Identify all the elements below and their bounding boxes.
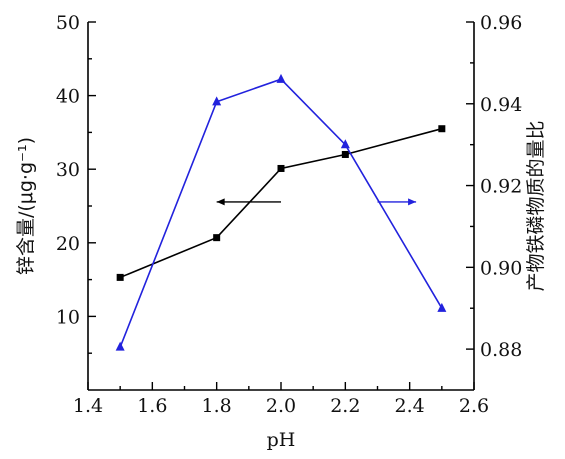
x-axis-label: pH (267, 429, 296, 451)
data-point-triangle (437, 302, 447, 312)
data-point-square (277, 164, 285, 172)
axes: 1.4 1.6 1.8 2.0 2.2 2.4 2.6 10 20 30 40 50 0.88 0.90 0… (56, 12, 523, 417)
arrow-head (408, 198, 417, 206)
y-left-tick-label: 10 (56, 306, 80, 328)
series-line-zinc (119, 127, 443, 279)
chart-marks (115, 73, 447, 351)
data-point-square (116, 273, 124, 281)
y-right-tick-label: 0.90 (480, 257, 522, 279)
y-right-tick-label: 0.94 (480, 94, 522, 116)
data-point-square (341, 150, 349, 158)
x-tick-label: 1.4 (73, 395, 103, 417)
x-tick-label: 2.6 (459, 395, 489, 417)
data-point-triangle (212, 96, 222, 106)
data-point-square (213, 234, 221, 242)
x-tick-label: 2.2 (330, 395, 360, 417)
data-point-triangle (340, 139, 350, 149)
arrow-head (216, 198, 225, 206)
series-line-fe-p-ratio (119, 78, 443, 348)
y-left-tick-label: 40 (56, 86, 80, 108)
y-left-tick-label: 30 (56, 159, 80, 181)
y-left-tick-label: 50 (56, 12, 80, 34)
x-tick-label: 2.4 (395, 395, 425, 417)
y-axis-left-label: 锌含量/(μg·g⁻¹) (15, 137, 37, 275)
y-left-tick-label: 20 (56, 233, 80, 255)
y-right-tick-label: 0.88 (480, 339, 522, 361)
x-tick-label: 2.0 (266, 395, 296, 417)
data-point-triangle (115, 341, 125, 351)
y-right-tick-label: 0.92 (480, 176, 522, 198)
y-axis-right-label: 产物铁磷物质的量比 (525, 120, 547, 291)
data-point-triangle (276, 73, 286, 83)
y-right-tick-label: 0.96 (480, 12, 522, 34)
x-tick-label: 1.6 (137, 395, 167, 417)
x-tick-label: 1.8 (202, 395, 232, 417)
data-point-square (438, 125, 446, 133)
